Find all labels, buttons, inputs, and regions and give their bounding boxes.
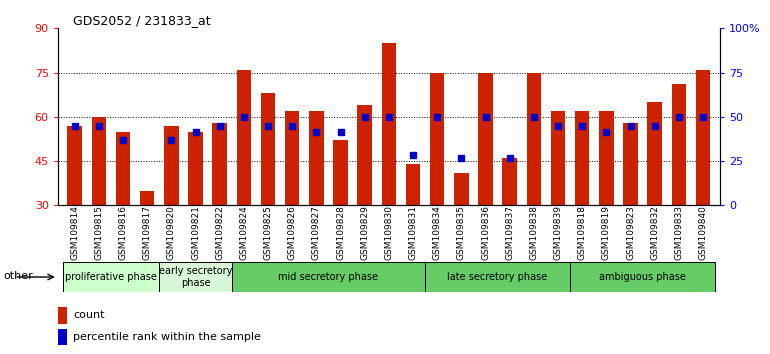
Text: GSM109825: GSM109825 xyxy=(263,205,273,260)
Text: GSM109832: GSM109832 xyxy=(650,205,659,260)
Text: GSM109831: GSM109831 xyxy=(409,205,417,260)
Bar xyxy=(213,123,227,205)
Text: GSM109815: GSM109815 xyxy=(95,205,103,260)
Text: GSM109836: GSM109836 xyxy=(481,205,490,260)
Bar xyxy=(406,164,420,205)
Bar xyxy=(382,43,396,205)
Text: percentile rank within the sample: percentile rank within the sample xyxy=(73,332,261,342)
Text: ambiguous phase: ambiguous phase xyxy=(599,272,686,282)
Text: GSM109816: GSM109816 xyxy=(119,205,128,260)
Text: GSM109819: GSM109819 xyxy=(602,205,611,260)
Bar xyxy=(285,111,300,205)
Text: GSM109821: GSM109821 xyxy=(191,205,200,260)
Text: GSM109830: GSM109830 xyxy=(384,205,393,260)
Text: proliferative phase: proliferative phase xyxy=(65,272,157,282)
Bar xyxy=(503,158,517,205)
Bar xyxy=(478,73,493,205)
Text: GSM109822: GSM109822 xyxy=(215,205,224,260)
Text: GSM109840: GSM109840 xyxy=(698,205,708,260)
Text: GSM109818: GSM109818 xyxy=(578,205,587,260)
Text: GSM109837: GSM109837 xyxy=(505,205,514,260)
Bar xyxy=(116,132,130,205)
Text: GSM109835: GSM109835 xyxy=(457,205,466,260)
Bar xyxy=(309,111,323,205)
Text: late secretory phase: late secretory phase xyxy=(447,272,547,282)
Bar xyxy=(236,70,251,205)
Bar xyxy=(333,141,348,205)
Bar xyxy=(623,123,638,205)
Text: GSM109839: GSM109839 xyxy=(554,205,563,260)
Bar xyxy=(357,105,372,205)
Text: GSM109834: GSM109834 xyxy=(433,205,442,260)
Bar xyxy=(575,111,590,205)
Text: GSM109838: GSM109838 xyxy=(529,205,538,260)
Bar xyxy=(570,262,715,292)
Bar xyxy=(696,70,710,205)
Bar xyxy=(551,111,565,205)
Text: GDS2052 / 231833_at: GDS2052 / 231833_at xyxy=(73,14,211,27)
Text: GSM109814: GSM109814 xyxy=(70,205,79,260)
Bar xyxy=(425,262,570,292)
Bar xyxy=(62,262,159,292)
Bar xyxy=(671,84,686,205)
Bar xyxy=(261,93,275,205)
Text: GSM109827: GSM109827 xyxy=(312,205,321,260)
Bar xyxy=(430,73,444,205)
Text: mid secretory phase: mid secretory phase xyxy=(279,272,378,282)
Bar xyxy=(599,111,614,205)
Bar xyxy=(92,117,106,205)
Text: early secretory
phase: early secretory phase xyxy=(159,266,233,288)
Bar xyxy=(164,126,179,205)
Text: GSM109823: GSM109823 xyxy=(626,205,635,260)
Text: GSM109817: GSM109817 xyxy=(142,205,152,260)
Text: GSM109829: GSM109829 xyxy=(360,205,369,260)
Text: count: count xyxy=(73,310,105,320)
Text: GSM109826: GSM109826 xyxy=(288,205,296,260)
Bar xyxy=(527,73,541,205)
Text: GSM109820: GSM109820 xyxy=(167,205,176,260)
Bar xyxy=(58,329,68,345)
Text: GSM109833: GSM109833 xyxy=(675,205,683,260)
Text: GSM109824: GSM109824 xyxy=(239,205,249,260)
Bar xyxy=(68,126,82,205)
Text: other: other xyxy=(4,270,34,280)
Bar xyxy=(140,190,155,205)
Bar xyxy=(454,173,469,205)
Bar xyxy=(232,262,425,292)
Bar xyxy=(159,262,232,292)
Bar xyxy=(648,102,662,205)
Text: GSM109828: GSM109828 xyxy=(336,205,345,260)
Bar xyxy=(58,307,68,324)
Bar xyxy=(188,132,203,205)
